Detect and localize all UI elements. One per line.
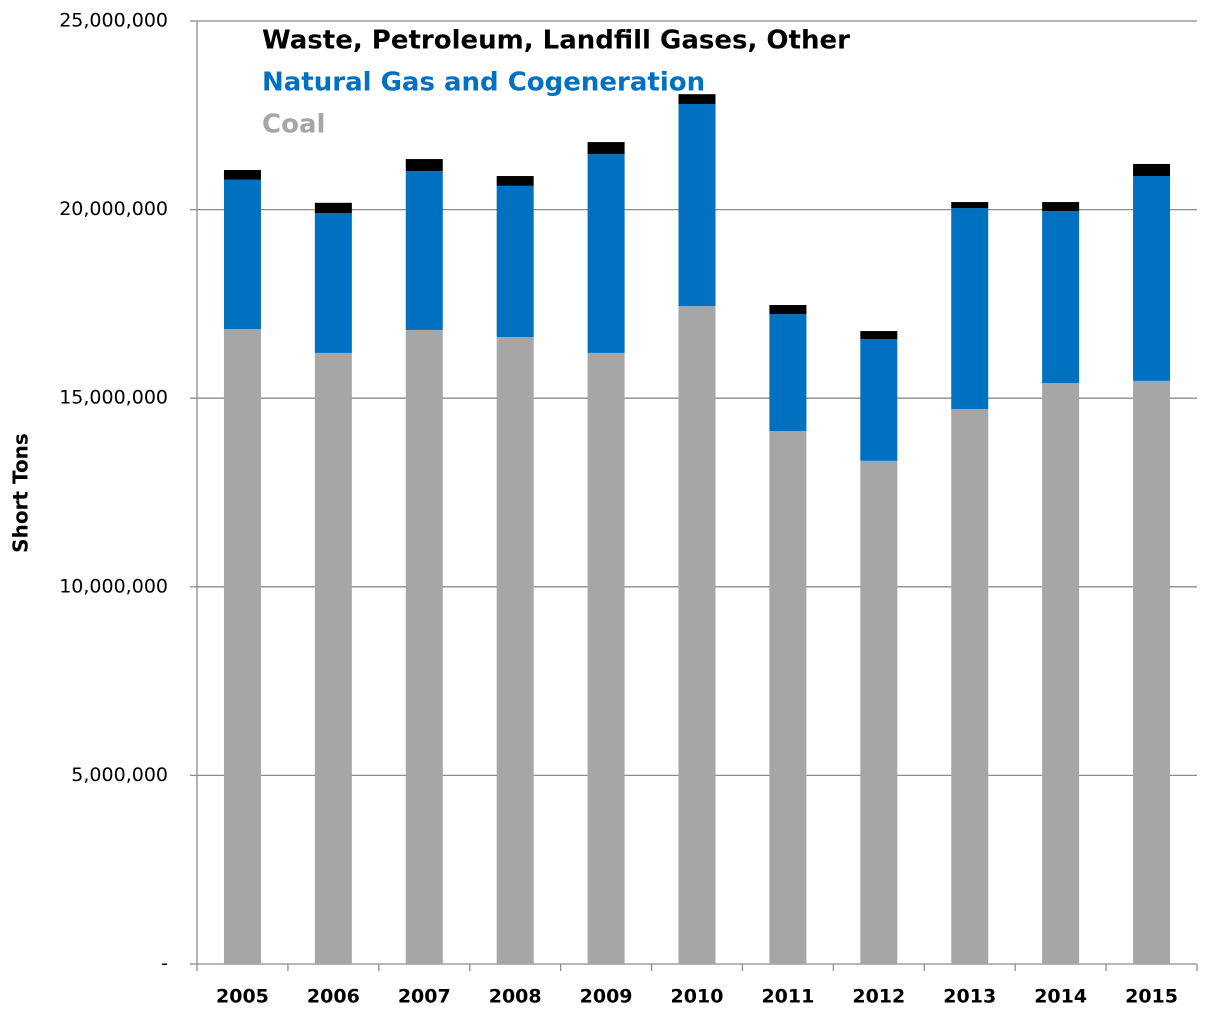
bar-segment — [496, 337, 534, 964]
bar-segment — [223, 169, 261, 180]
bar-segment — [951, 409, 989, 964]
bar-segment — [1133, 380, 1171, 965]
y-tick-label: 5,000,000 — [71, 764, 168, 786]
x-tick-label: 2012 — [852, 986, 905, 1008]
x-tick-label: 2010 — [671, 986, 724, 1008]
legend-entry: Waste, Petroleum, Landfill Gases, Other — [262, 26, 850, 56]
bar-segment — [1042, 211, 1080, 384]
bar-segment — [314, 352, 352, 964]
bar-segment — [314, 202, 352, 213]
x-tick-label: 2007 — [398, 986, 451, 1008]
bar-segment — [405, 159, 443, 172]
y-tick-label: 10,000,000 — [59, 575, 168, 597]
bar-segment — [496, 185, 534, 338]
bar-segment — [405, 329, 443, 965]
y-tick-label: - — [161, 953, 168, 975]
y-tick-label: 25,000,000 — [59, 10, 168, 32]
x-tick-label: 2009 — [580, 986, 633, 1008]
x-tick-label: 2014 — [1034, 986, 1087, 1008]
bar-segment — [951, 208, 989, 410]
y-tick-label: 20,000,000 — [59, 198, 168, 220]
bar-segment — [1042, 383, 1080, 964]
bar-segment — [678, 103, 716, 307]
x-tick-label: 2011 — [761, 986, 814, 1008]
bar-segment — [405, 171, 443, 330]
bar-segment — [769, 314, 807, 432]
x-tick-label: 2015 — [1125, 986, 1178, 1008]
bar-segment — [678, 306, 716, 964]
bar-segment — [223, 329, 261, 965]
x-tick-label: 2008 — [489, 986, 542, 1008]
bar-segment — [587, 352, 625, 964]
bar-segment — [587, 142, 625, 155]
bar-segment — [860, 331, 898, 339]
bar-segment — [951, 202, 989, 209]
bar-segment — [1042, 202, 1080, 212]
x-tick-label: 2013 — [943, 986, 996, 1008]
bar-segment — [1133, 176, 1171, 381]
y-tick-label: 15,000,000 — [59, 387, 168, 409]
bar-segment — [223, 179, 261, 330]
bar-segment — [769, 305, 807, 315]
x-tick-label: 2005 — [216, 986, 269, 1008]
bar-segment — [587, 154, 625, 353]
bar-segment — [496, 176, 534, 186]
bar-segment — [678, 94, 716, 104]
bar-segment — [314, 212, 352, 353]
bar-segment — [769, 431, 807, 965]
legend-entry: Natural Gas and Cogeneration — [262, 68, 705, 98]
bar-segment — [1133, 163, 1171, 177]
legend-entry: Coal — [262, 110, 325, 140]
bar-segment — [860, 338, 898, 461]
y-axis-label: Short Tons — [9, 433, 33, 553]
x-tick-label: 2006 — [307, 986, 360, 1008]
bar-segment — [860, 460, 898, 964]
